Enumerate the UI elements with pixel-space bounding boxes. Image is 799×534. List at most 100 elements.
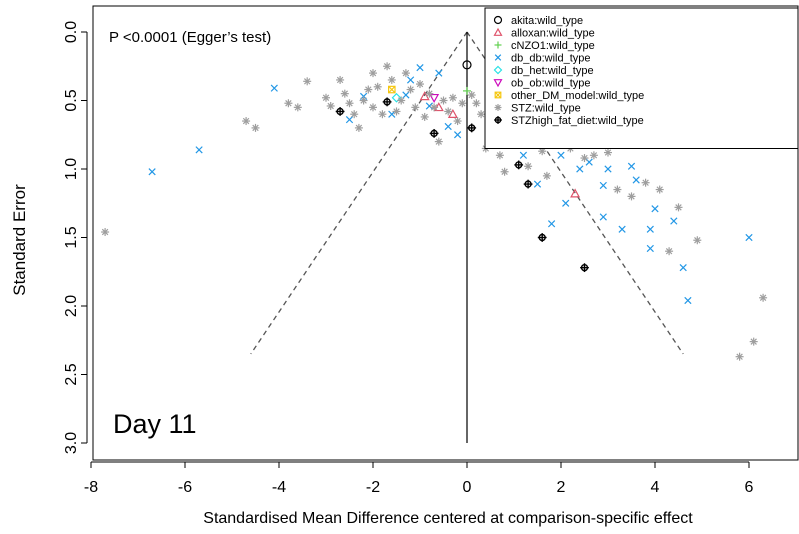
point-stz-36	[458, 99, 467, 108]
y-tick-label-3: 1.5	[63, 226, 80, 248]
x-tick-label-6: 4	[651, 479, 660, 496]
point-stz-3	[251, 123, 260, 132]
point-stz-34	[448, 93, 457, 102]
egger-test-annotation: P <0.0001 (Egger’s test)	[109, 29, 271, 46]
point-db-db-1	[148, 168, 156, 176]
point-stz-30	[430, 103, 439, 112]
point-stzhigh-fat-diet-3	[429, 128, 439, 138]
x-tick-label-2: -4	[272, 479, 286, 496]
point-db-db-2	[195, 146, 203, 154]
point-stz-22	[392, 107, 401, 116]
point-stz-1	[101, 228, 110, 237]
point-stz-23	[397, 96, 406, 105]
point-stz-54	[589, 151, 598, 160]
x-tick-label-3: -2	[366, 479, 380, 496]
point-stz-21	[387, 75, 396, 84]
point-alloxan-4	[570, 188, 581, 198]
point-other-dm-model-1	[388, 85, 396, 94]
funnel-line-1	[250, 31, 468, 355]
point-stz-14	[359, 96, 368, 105]
legend-marker-db-het	[493, 65, 503, 75]
point-db-db-6	[388, 110, 396, 118]
point-db-db-35	[684, 296, 692, 305]
point-stz-17	[369, 103, 377, 112]
point-stz-25	[406, 85, 415, 94]
point-stz-44	[500, 167, 509, 176]
point-db-db-31	[646, 244, 654, 253]
legend-label-stz: STZ:wild_type	[511, 103, 581, 115]
point-stz-38	[472, 99, 481, 108]
point-stz-5	[293, 103, 302, 112]
x-tick-label-1: -6	[178, 479, 192, 496]
point-stz-2	[242, 117, 251, 126]
point-stz-59	[655, 185, 664, 194]
point-akita-1	[462, 60, 472, 70]
point-stz-37	[467, 91, 476, 100]
point-db-db-7	[402, 91, 410, 99]
legend-marker-akita	[493, 15, 503, 25]
x-tick-label-7: 6	[745, 479, 754, 496]
point-stz-13	[354, 123, 363, 132]
point-stz-43	[495, 151, 504, 160]
point-db-db-28	[627, 162, 636, 170]
legend-label-stzhigh-fat-diet: STZhigh_fat_diet:wild_type	[511, 115, 644, 127]
legend-label-db-db: db_db:wild_type	[511, 53, 591, 65]
point-stz-65	[759, 293, 768, 302]
point-stz-50	[542, 171, 551, 180]
point-stz-56	[613, 185, 622, 194]
point-cnzo1-1	[463, 86, 471, 95]
y-tick-label-4: 2.0	[63, 295, 80, 317]
x-axis-label: Standardised Mean Difference centered at…	[203, 510, 693, 527]
legend-marker-stzhigh-fat-diet	[494, 116, 502, 124]
point-stz-57	[627, 192, 636, 201]
point-stz-29	[425, 89, 434, 98]
point-stz-60	[665, 247, 674, 256]
point-stz-7	[322, 93, 330, 102]
point-stz-11	[345, 99, 354, 108]
point-stz-33	[444, 107, 453, 116]
point-db-db-10	[425, 102, 434, 110]
y-axis-label: Standard Error	[10, 184, 29, 296]
legend-label-other-dm-model: other_DM_model:wild_type	[511, 90, 644, 102]
legend-marker-other-dm-model	[494, 91, 502, 99]
point-db-db-17	[519, 151, 528, 159]
point-stzhigh-fat-diet-1	[335, 107, 345, 116]
point-stz-39	[477, 110, 486, 119]
point-stz-31	[434, 137, 443, 146]
point-stzhigh-fat-diet-4	[467, 123, 477, 133]
point-db-db-11	[435, 69, 443, 77]
point-db-db-27	[618, 225, 626, 233]
point-db-db-34	[679, 264, 687, 272]
point-ob-ob-1	[429, 93, 440, 103]
point-stz-62	[693, 236, 702, 245]
y-tick-label-1: 0.5	[63, 89, 80, 111]
point-db-db-30	[646, 225, 654, 233]
point-stz-32	[439, 96, 448, 105]
point-db-db-25	[599, 181, 607, 190]
x-tick-label-5: 2	[557, 479, 566, 496]
point-stz-58	[641, 178, 650, 187]
point-db-db-33	[670, 217, 678, 225]
point-stz-27	[416, 80, 424, 89]
point-stz-26	[411, 103, 420, 112]
point-stz-15	[364, 85, 373, 94]
point-stz-53	[580, 154, 589, 163]
point-stz-24	[401, 69, 410, 78]
panel-label: Day 11	[113, 409, 197, 439]
point-stzhigh-fat-diet-6	[537, 233, 547, 242]
legend-marker-cnzo1	[494, 41, 502, 49]
point-db-db-26	[604, 165, 612, 173]
point-stz-63	[735, 352, 744, 361]
y-tick-label-5: 2.5	[63, 363, 80, 385]
point-stz-10	[340, 89, 349, 98]
legend-marker-stz	[494, 104, 502, 111]
point-stz-9	[336, 75, 345, 84]
legend-marker-alloxan	[493, 27, 503, 36]
point-db-db-8	[406, 76, 415, 84]
point-stz-8	[326, 101, 335, 110]
legend-label-db-het: db_het:wild_type	[511, 65, 594, 77]
point-db-db-13	[453, 131, 462, 139]
point-stz-4	[284, 99, 293, 108]
